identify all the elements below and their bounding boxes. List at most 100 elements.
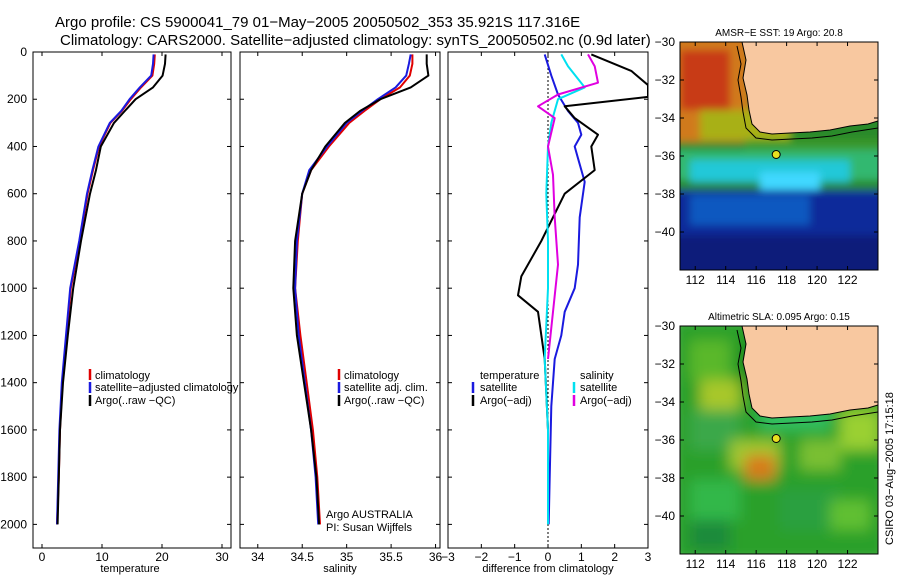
map-x-tick-label: 120 <box>807 557 827 571</box>
map-x-tick-label: 122 <box>838 273 858 287</box>
sst-isobath <box>736 45 878 141</box>
salinity-panel-frame <box>239 51 441 549</box>
figure-title-line2: Climatology: CARS2000. Satellite−adjuste… <box>60 32 651 49</box>
series-line-salinity-2 <box>292 54 430 525</box>
salinity-xlabel: salinity <box>323 563 357 575</box>
map-y-tick-label: −36 <box>655 433 676 447</box>
depth-tick-label: 400 <box>7 139 27 153</box>
x-tick-label: 20 <box>155 550 169 564</box>
map-x-tick-label: 122 <box>838 557 858 571</box>
map-y-tick-label: −32 <box>655 357 676 371</box>
sst-land <box>741 42 878 135</box>
x-tick-label: 34 <box>251 550 265 564</box>
x-tick-label: 34.5 <box>291 550 315 564</box>
salinity-series <box>292 54 430 525</box>
series-line-difference-2 <box>543 53 586 525</box>
series-line-difference-3 <box>537 53 599 360</box>
map-y-tick-label: −38 <box>655 187 676 201</box>
x-tick-label: 35.5 <box>379 550 403 564</box>
legend-label-sat: satellite−adjusted climatology <box>95 382 239 394</box>
argo-note-line1: Argo AUSTRALIA <box>326 509 413 521</box>
depth-tick-label: 200 <box>7 92 27 106</box>
temperature-ticks: 0 10 20 30 <box>33 51 231 564</box>
sst-map-title: AMSR−E SST: 19 Argo: 20.8 <box>715 28 843 39</box>
legend-label-clim: climatology <box>344 370 400 382</box>
map-x-tick-label: 114 <box>716 273 735 287</box>
x-tick-label: 30 <box>215 550 229 564</box>
x-tick-label: 1 <box>578 550 585 564</box>
depth-tick-label: 1600 <box>0 423 27 437</box>
map-y-tick-label: −38 <box>655 471 676 485</box>
map-y-tick-label: −34 <box>655 395 676 409</box>
sst-map-image <box>680 42 878 270</box>
map-x-tick-label: 118 <box>777 273 796 287</box>
legend-label-clim: climatology <box>95 370 151 382</box>
legend-label-sat: satellite adj. clim. <box>344 382 428 394</box>
legend-label-s-argo: Argo(−adj) <box>580 395 632 407</box>
map-x-tick-label: 116 <box>747 557 766 571</box>
map-y-tick-label: −30 <box>655 35 676 49</box>
map-y-tick-label: −30 <box>655 319 676 333</box>
difference-legend: temperature satellite Argo(−adj) salinit… <box>471 370 632 407</box>
sla-isobath <box>736 329 878 425</box>
sla-map-ticks: 112 114 116 118 120 122 −30 −32 −34 −36 −38 −40 <box>655 319 878 571</box>
x-tick-label: 36 <box>429 550 443 564</box>
x-tick-label: 10 <box>95 550 109 564</box>
series-line-temperature-2 <box>56 54 167 525</box>
temperature-xlabel: temperature <box>100 563 159 575</box>
x-tick-label: −2 <box>474 550 488 564</box>
salinity-legend: climatology satellite adj. clim. Argo(..… <box>337 369 428 407</box>
map-x-tick-label: 116 <box>747 273 766 287</box>
temperature-legend: climatology satellite−adjusted climatolo… <box>88 369 239 407</box>
depth-tick-labels: 0 200 400 600 800 1000 1200 1400 1600 1800 2000 <box>0 45 27 531</box>
legend-label-t-sat: satellite <box>480 382 517 394</box>
map-y-tick-label: −36 <box>655 149 676 163</box>
depth-tick-label: 600 <box>7 187 27 201</box>
legend-label-argo: Argo(..raw −QC) <box>344 395 424 407</box>
map-x-tick-label: 120 <box>807 273 827 287</box>
temperature-panel-frame <box>32 51 232 549</box>
figure-title-line1: Argo profile: CS 5900041_79 01−May−2005 … <box>55 14 580 31</box>
map-x-tick-label: 112 <box>686 557 705 571</box>
legend-header-temperature: temperature <box>480 370 539 382</box>
depth-tick-label: 1000 <box>0 281 27 295</box>
x-tick-label: 2 <box>611 550 618 564</box>
x-tick-label: 3 <box>645 550 652 564</box>
difference-series <box>517 53 648 525</box>
depth-tick-label: 1800 <box>0 470 27 484</box>
sla-map-title: Altimetric SLA: 0.095 Argo: 0.15 <box>708 312 850 323</box>
legend-label-s-sat: satellite <box>580 382 617 394</box>
salinity-ticks: 34 34.5 35 35.5 36 <box>240 51 443 564</box>
credit-text: CSIRO 03−Aug−2005 17:15:18 <box>884 392 896 545</box>
x-tick-label: 35 <box>340 550 354 564</box>
difference-xlabel: difference from climatology <box>482 563 614 575</box>
x-tick-label: 0 <box>545 550 552 564</box>
sst-float-marker <box>771 150 781 159</box>
x-tick-label: 0 <box>39 550 46 564</box>
depth-tick-label: 800 <box>7 234 27 248</box>
x-tick-label: −3 <box>441 550 455 564</box>
depth-tick-label: 0 <box>20 45 27 59</box>
map-x-tick-label: 112 <box>686 273 705 287</box>
series-line-difference-1 <box>517 53 648 525</box>
depth-tick-label: 1400 <box>0 376 27 390</box>
depth-tick-label: 2000 <box>0 517 27 531</box>
legend-label-argo: Argo(..raw −QC) <box>95 395 175 407</box>
map-x-tick-label: 118 <box>777 557 796 571</box>
depth-tick-label: 1200 <box>0 328 27 342</box>
map-y-tick-label: −34 <box>655 111 676 125</box>
map-x-tick-label: 114 <box>716 557 735 571</box>
map-y-tick-label: −40 <box>655 225 676 239</box>
difference-ticks: −3 −2 −1 0 1 2 3 <box>441 51 652 564</box>
sst-map-ticks: 112 114 116 118 120 122 −30 −32 −34 −36 −38 −40 <box>655 35 878 287</box>
legend-header-salinity: salinity <box>580 370 614 382</box>
argo-note-line2: PI: Susan Wijffels <box>326 522 412 534</box>
legend-label-t-argo: Argo(−adj) <box>480 395 532 407</box>
sla-float-marker <box>771 434 781 443</box>
x-tick-label: −1 <box>508 550 522 564</box>
map-y-tick-label: −40 <box>655 509 676 523</box>
map-y-tick-label: −32 <box>655 73 676 87</box>
temperature-series <box>56 54 167 525</box>
sla-land <box>741 326 878 419</box>
